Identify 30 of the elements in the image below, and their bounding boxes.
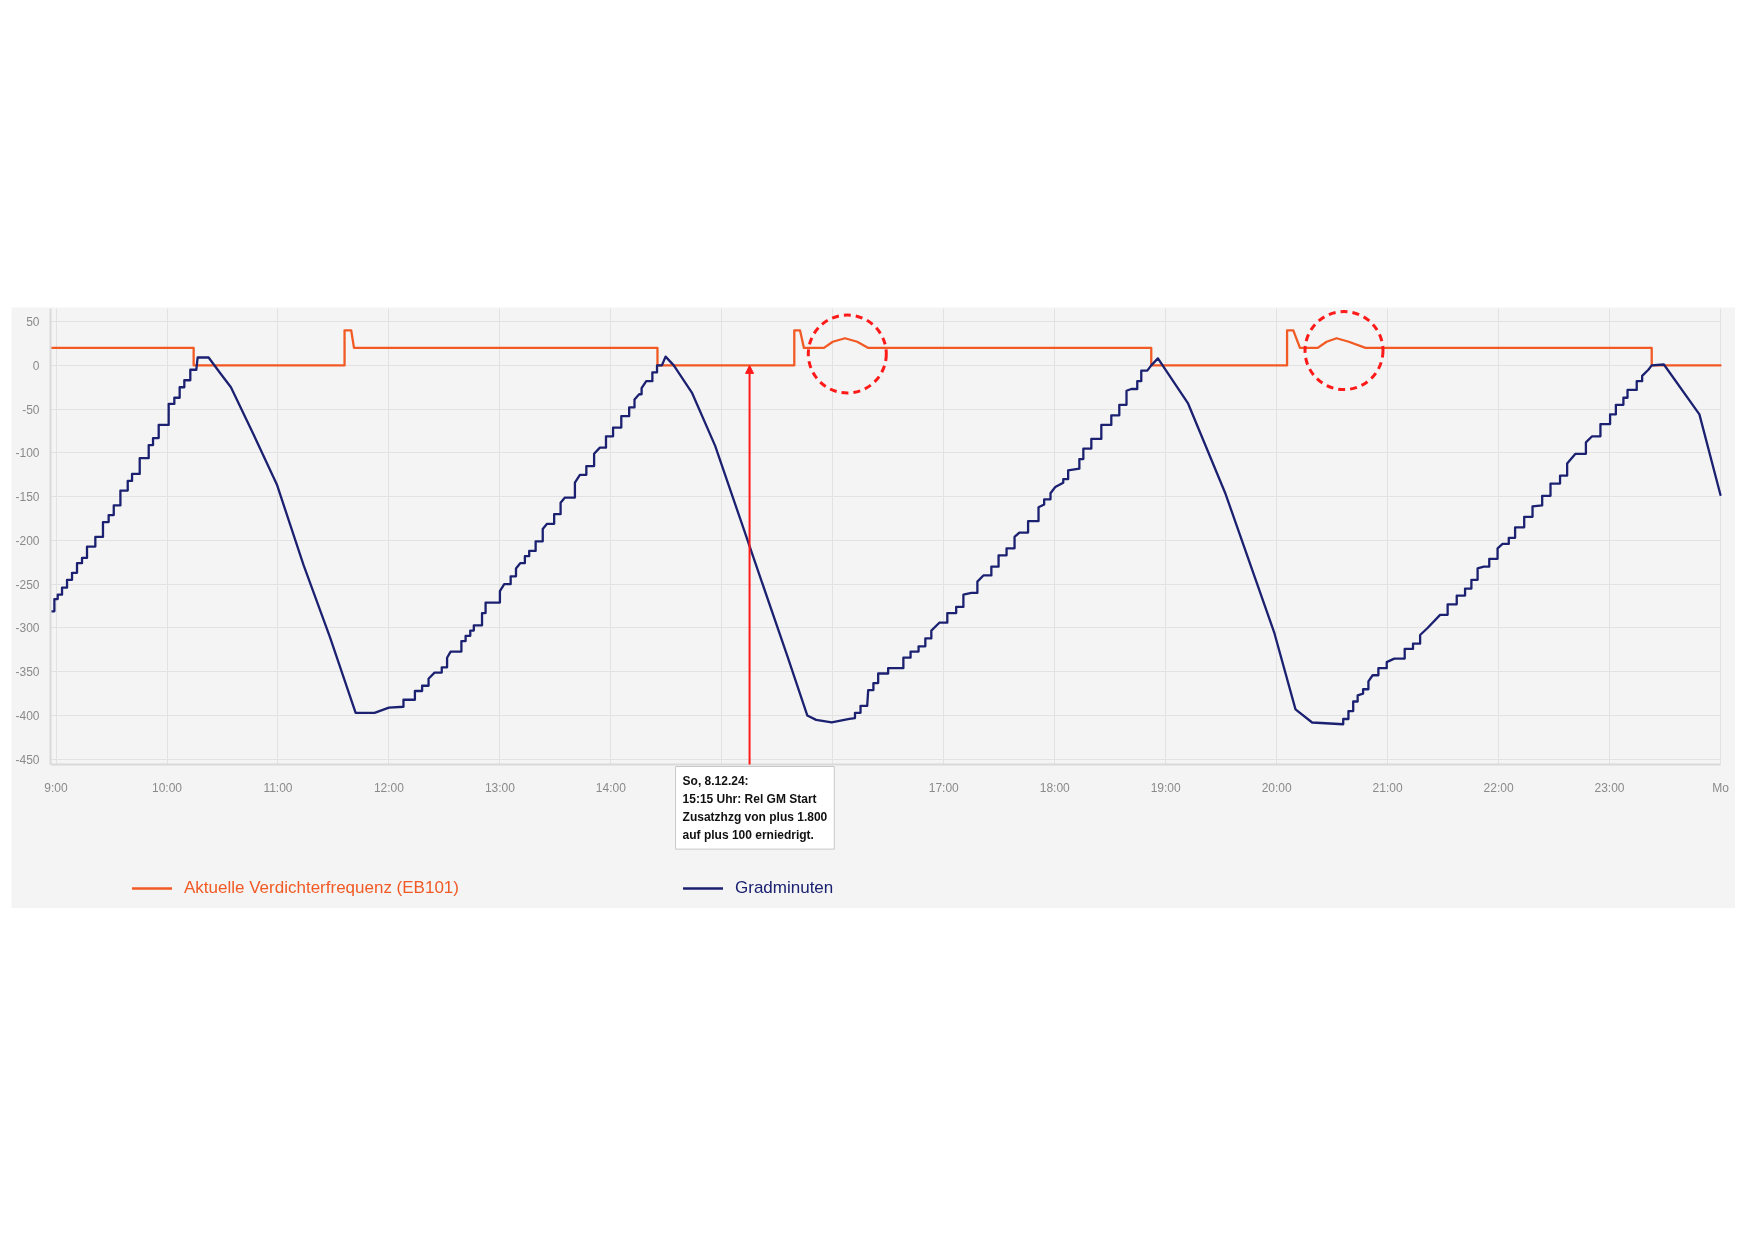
x-tick-label: 21:00: [1372, 780, 1403, 795]
x-tick-label: 17:00: [928, 780, 960, 795]
x-tick-label: 18:00: [1039, 780, 1071, 795]
y-tick-label: -350: [15, 665, 40, 680]
x-tick-label: 23:00: [1594, 780, 1625, 795]
y-tick-label: 50: [26, 315, 40, 330]
line-series: [50, 355, 1722, 726]
y-tick-label: -150: [15, 490, 40, 505]
annotation: So, 8.12.24: 15:15 Uhr: Rel GM Start Zusatzhzg von plus 1.800 auf plus 100 erniedrigt.: [682, 773, 828, 843]
y-tick-label: -300: [15, 621, 40, 636]
y-tick-label: -100: [15, 446, 40, 461]
line-series: [50, 329, 1722, 367]
x-tick-label: 12:00: [373, 780, 405, 795]
y-tick-label: -400: [15, 708, 40, 723]
y-tick-label: 0: [32, 358, 40, 373]
y-tick-label: -250: [15, 577, 40, 592]
x-tick-label: 14:00: [595, 780, 627, 795]
y-tick-label: -200: [15, 533, 40, 548]
y-tick-label: -50: [22, 402, 40, 417]
x-tick-label: 22:00: [1483, 780, 1514, 795]
legend-label: Aktuelle Verdichterfrequenz (EB101): [184, 878, 459, 898]
y-tick-label: -450: [15, 752, 40, 767]
x-tick-label: 13:00: [484, 780, 516, 795]
x-tick-label: 10:00: [152, 780, 183, 795]
legend-label: Gradminuten: [735, 878, 834, 898]
x-tick-label: 20:00: [1261, 780, 1292, 795]
x-tick-label: 19:00: [1150, 780, 1182, 795]
x-tick-label: Mo: [1712, 780, 1730, 795]
x-tick-label: 9:00: [44, 780, 69, 795]
x-tick-label: 11:00: [263, 780, 293, 795]
